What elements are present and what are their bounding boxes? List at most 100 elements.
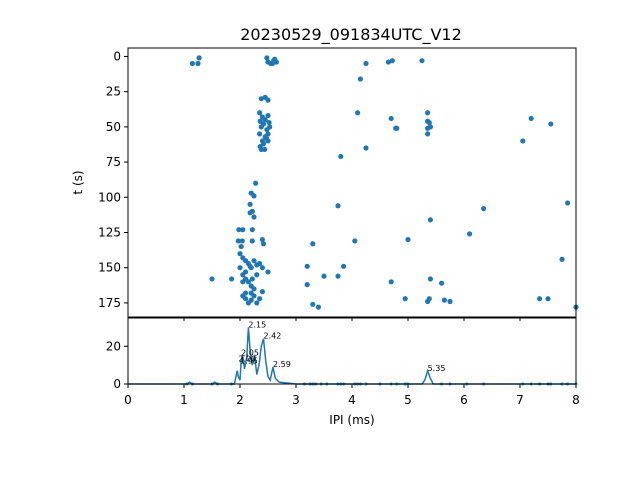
scatter-point (235, 238, 241, 244)
x-tick-label: 0 (124, 393, 132, 407)
scatter-point (247, 210, 253, 216)
scatter-point (264, 55, 270, 61)
scatter-point (257, 131, 263, 137)
scatter-point (393, 125, 399, 131)
scatter-point (439, 280, 445, 286)
top-y-axis-ticks: 0 25 50 75 100 125 150 175 (98, 49, 577, 321)
top-y-axis-label: t (s) (71, 170, 85, 194)
scatter-point (237, 265, 243, 271)
scatter-point (259, 289, 265, 295)
scatter-point (243, 290, 249, 296)
y-tick-label: 50 (106, 120, 121, 134)
scatter-point (357, 76, 363, 82)
peak-label: 2.05 (241, 349, 259, 358)
scatter-point (251, 258, 257, 264)
scatter-point (321, 273, 327, 279)
y-tick-label: 75 (106, 155, 121, 169)
scatter-point (265, 269, 271, 275)
peak-label: 5.35 (428, 364, 446, 373)
x-tick-label: 8 (572, 393, 580, 407)
scatter-point (426, 120, 432, 126)
scatter-point (481, 205, 487, 212)
scatter-point (389, 58, 395, 64)
scatter-point (425, 131, 431, 137)
scatter-point (335, 273, 341, 279)
scatter-point (341, 263, 347, 269)
scatter-point (251, 286, 257, 292)
y-tick-label: 25 (106, 85, 121, 99)
scatter-point (335, 203, 341, 209)
scatter-point (229, 276, 235, 282)
scatter-point (528, 115, 534, 122)
top-scatter-points (189, 55, 579, 310)
scatter-point (254, 300, 260, 306)
scatter-point (257, 296, 263, 302)
scatter-point (259, 236, 265, 243)
ipi-peak-annotations: 2.002.051.95 2.15 2.42 2.59 5.35 (238, 320, 445, 372)
scatter-point (249, 238, 255, 244)
scatter-point (243, 269, 249, 275)
top-panel: 0 25 50 75 100 125 150 175 t (s) (71, 47, 579, 321)
peak-label: 2.42 (264, 332, 282, 341)
scatter-point (338, 153, 344, 160)
y-tick-label: 20 (106, 339, 121, 353)
scatter-point (265, 97, 271, 103)
scatter-point (259, 265, 265, 271)
scatter-point (240, 279, 246, 285)
scatter-point (385, 59, 391, 65)
scatter-point (355, 110, 361, 116)
scatter-point (195, 60, 201, 67)
scatter-point (388, 279, 394, 285)
scatter-point (253, 180, 259, 186)
scatter-point (247, 263, 253, 269)
scatter-point (236, 227, 242, 233)
x-tick-label: 1 (180, 393, 188, 407)
scatter-point (265, 131, 271, 137)
scatter-point (426, 296, 432, 302)
y-tick-label: 125 (98, 225, 121, 239)
scatter-point (265, 138, 271, 144)
scatter-point (240, 227, 246, 233)
scatter-point (269, 60, 276, 67)
scatter-point (304, 263, 310, 269)
scatter-point (262, 117, 268, 123)
peak-label: 1.95 (240, 356, 258, 365)
scatter-point (248, 290, 254, 296)
scatter-point (189, 60, 195, 67)
scatter-point (548, 121, 554, 127)
chart-title: 20230529_091834UTC_V12 (240, 25, 462, 45)
scatter-point (441, 297, 447, 303)
peak-label: 2.15 (248, 320, 266, 329)
scatter-point (249, 227, 255, 233)
scatter-point (238, 243, 244, 250)
scatter-point (427, 124, 433, 130)
scatter-point (388, 115, 394, 122)
scatter-point (363, 60, 369, 67)
scatter-point (467, 231, 473, 237)
scatter-point (239, 238, 245, 244)
scatter-point (265, 113, 271, 119)
x-tick-label: 7 (516, 393, 524, 407)
scatter-point (427, 217, 433, 223)
x-tick-label: 5 (404, 393, 412, 407)
scatter-point (262, 146, 268, 153)
scatter-point (258, 124, 264, 130)
x-tick-label: 2 (236, 393, 244, 407)
scatter-point (427, 276, 433, 282)
scatter-point (257, 110, 263, 116)
scatter-point (254, 272, 260, 278)
scatter-point (565, 200, 571, 206)
x-tick-label: 3 (292, 393, 300, 407)
scatter-point (237, 251, 243, 257)
scatter-point (363, 145, 369, 151)
x-tick-label: 4 (348, 393, 356, 407)
scatter-point (352, 238, 358, 244)
scatter-point (196, 55, 202, 61)
scatter-point (260, 241, 267, 247)
scatter-point (267, 124, 273, 130)
x-tick-label: 6 (460, 393, 468, 407)
scatter-point (559, 256, 565, 262)
top-plot-frame (127, 47, 577, 318)
y-tick-label: 150 (98, 261, 121, 275)
